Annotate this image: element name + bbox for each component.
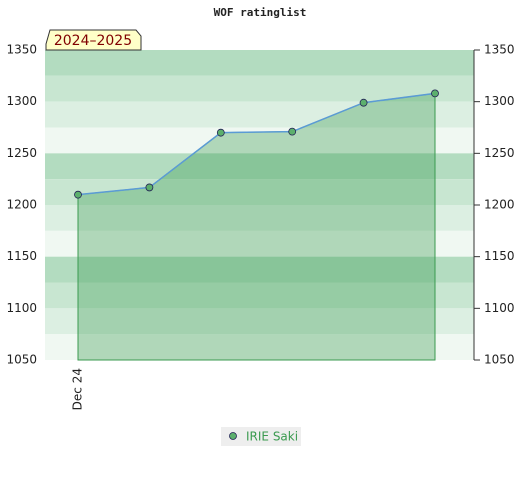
background-bands [45,50,474,360]
legend-box [221,427,301,446]
y-tick-label: 1350 [6,43,37,57]
point [431,89,439,98]
band [45,282,474,309]
chart-title: WOF ratinglist [214,6,307,19]
y-tick-label: 1300 [6,94,37,108]
point [359,98,368,107]
annotation-box [45,29,142,51]
band [45,256,474,283]
y2-tick-label: 1200 [484,198,515,212]
band [45,230,474,257]
band [45,179,474,205]
x-tick-label: Dec 24 [71,368,85,410]
y2-tick-label: 1150 [484,249,515,263]
line [77,92,436,196]
legend: IRIE Saki [229,430,298,444]
point [145,183,154,192]
band [45,308,474,335]
point [216,128,225,137]
y2-tick-label: 1250 [484,146,515,160]
y-tick-label: 1250 [6,146,37,160]
band [45,153,474,180]
annotation: 2024–2025 [54,33,132,49]
plot: 1050 1050 1100 1100 1150 1150 1200 1200 1250 1250… [6,43,514,411]
band [45,101,474,128]
y-tick-label: 1100 [6,301,37,315]
band [45,50,474,76]
y2-tick-label: 1100 [484,301,515,315]
y-tick-label: 1200 [6,198,37,212]
point [74,190,82,199]
y2-tick-label: 1050 [484,353,515,367]
y2-tick-label: 1350 [484,43,515,57]
y-tick-label: 1150 [6,249,37,263]
legend-marker [229,432,237,440]
y-tick-label: 1050 [6,353,37,367]
legend-label: IRIE Saki [246,430,298,444]
point [288,127,297,136]
y2-tick-label: 1300 [484,94,515,108]
band [45,205,474,231]
band [45,334,474,360]
